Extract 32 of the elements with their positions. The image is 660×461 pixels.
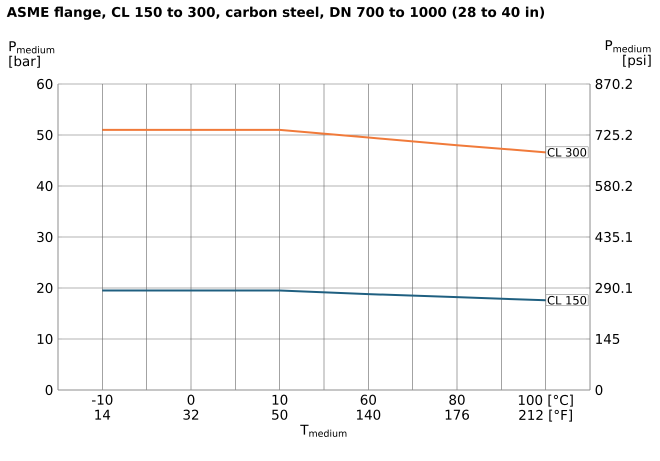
x-axis-title: T$_{medium}$ (300, 424, 346, 437)
y-tick-label: 40 (36, 180, 52, 192)
text: 50 (272, 410, 288, 420)
text: 32 (183, 410, 198, 420)
x-tick-label: 10 (272, 394, 288, 405)
y-tick-label: 50 (37, 130, 52, 140)
series-label: CL 150 (548, 296, 586, 305)
y2-tick-label: 0 (596, 384, 602, 396)
x-tick-label: -10 (92, 394, 112, 405)
series-label: CL 300 (548, 148, 586, 157)
y2-tick-label: 870.2 (596, 78, 632, 90)
y2-tick-label: 435.1 (595, 232, 632, 242)
chart-title: ASME flange, CL 150 to 300, carbon steel, DN 700 to 1000 (28 to 40 in) (6, 6, 544, 20)
text: 14 (95, 410, 110, 420)
y2-tick-label: 145 (596, 334, 620, 344)
text: 176 (446, 410, 469, 420)
y-tick-label: 60 (37, 78, 52, 90)
y-tick-label: 30 (37, 232, 52, 242)
text: 140 (356, 410, 380, 420)
y-axis-title: P$_{medium}$ [bar] (9, 41, 54, 68)
y2-tick-label: 580.2 (596, 180, 632, 192)
x-tick-label: 80 (449, 394, 465, 405)
y2-tick-label: 725.2 (596, 130, 632, 140)
x-tick-label: 0 (188, 394, 194, 405)
text: 212 [°F] (519, 410, 572, 422)
x-tick-label: 60 (360, 394, 376, 405)
y-tick-label: 20 (37, 282, 52, 294)
y-tick-label: 10 (38, 334, 52, 344)
y2-tick-label: 290.1 (596, 282, 632, 294)
x-tick-label: 100 [°C] (518, 394, 573, 407)
y2-axis-title: P$_{medium}$ [psi] (606, 40, 651, 68)
y-tick-label: 0 (46, 384, 52, 396)
